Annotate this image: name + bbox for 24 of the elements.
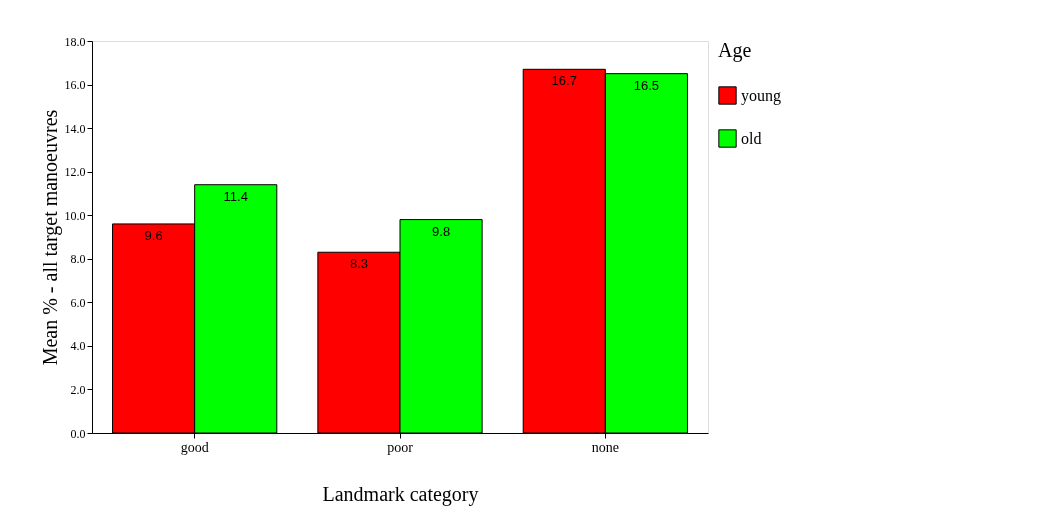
y-tick-label: 4.0 [70,339,86,354]
data-label: 16.7 [551,73,577,89]
legend-label: young [741,86,781,105]
data-label: 9.8 [432,223,451,239]
data-label: 9.6 [144,227,163,243]
y-tick-label: 2.0 [70,382,86,397]
y-tick-label: 16.0 [64,78,86,93]
legend-title: Age [718,39,752,62]
x-tick-label: poor [387,439,414,455]
y-tick-label: 14.0 [64,121,86,136]
data-label: 8.3 [349,256,368,272]
data-label: 11.4 [223,188,248,204]
y-tick-label: 0.0 [70,426,86,441]
x-tick-label: good [180,439,209,455]
y-tick-label: 12.0 [64,165,86,180]
x-tick-label: none [591,439,619,455]
y-tick-label: 8.0 [70,252,86,267]
y-tick-label: 18.0 [64,34,86,49]
legend-label: old [741,129,762,147]
y-tick-label: 6.0 [70,295,86,310]
data-label: 16.5 [633,77,660,93]
x-axis-title: Landmark category [322,482,479,506]
y-tick-label: 10.0 [64,208,86,223]
y-axis-title: Mean % - all target manoeuvres [38,109,62,366]
